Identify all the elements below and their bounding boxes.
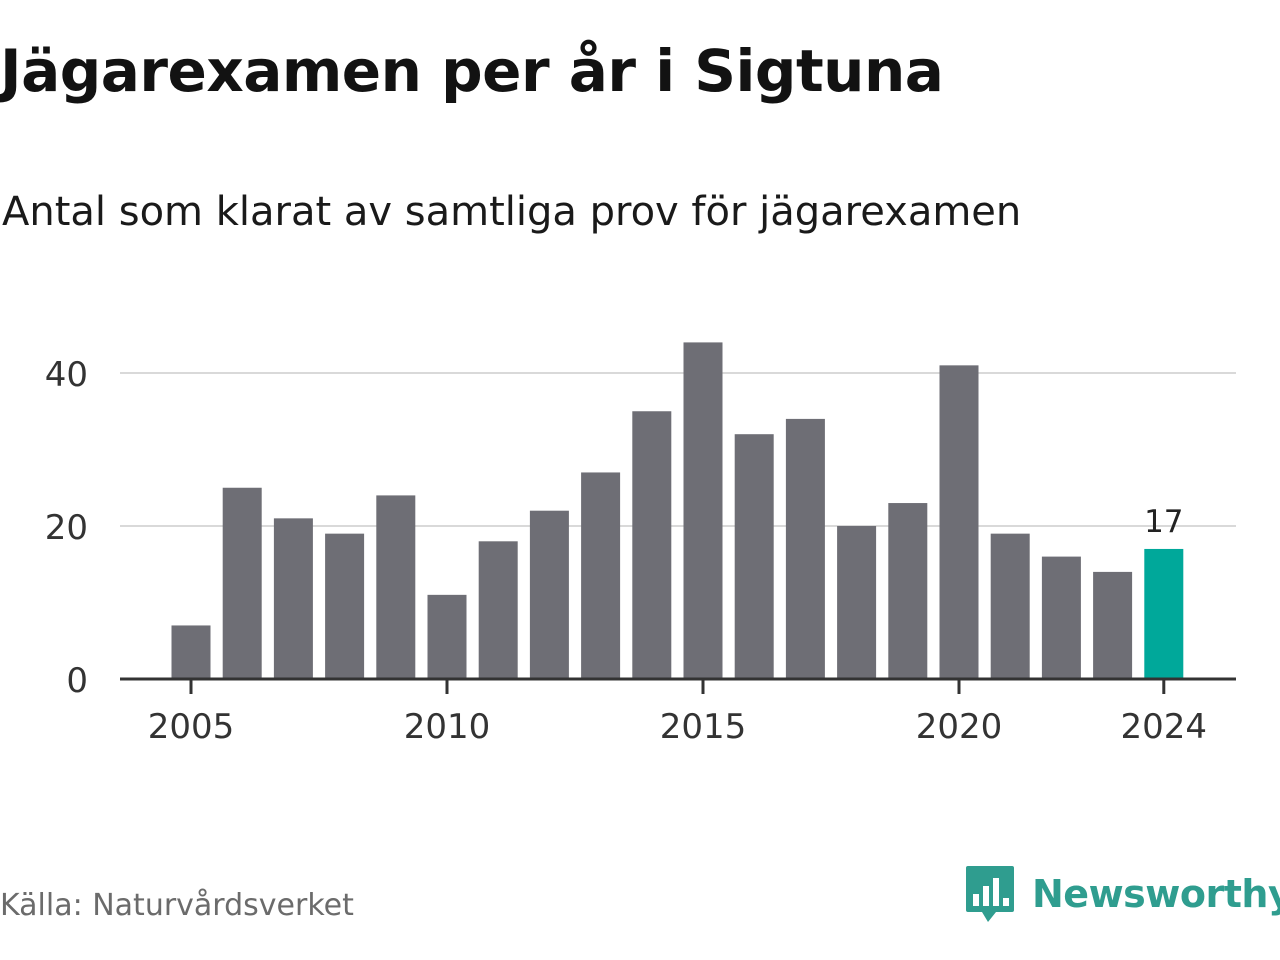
- newsworthy-logo-icon: [966, 866, 1014, 922]
- x-tick-label: 2024: [1121, 707, 1208, 747]
- bar-2020: [939, 365, 979, 679]
- bar-2008: [325, 533, 365, 679]
- bar-layer: [171, 342, 1184, 679]
- bar-2022: [1041, 556, 1081, 679]
- bar-2019: [888, 503, 928, 679]
- bar-2006: [222, 487, 262, 679]
- bar-2023: [1093, 571, 1133, 679]
- label-layer: 0 20 40 17 2005 2010 2015 2020 2024: [45, 355, 1207, 747]
- bar-2017: [785, 418, 825, 679]
- bar-2009: [376, 495, 416, 679]
- x-tick-label: 2020: [916, 707, 1003, 747]
- y-tick-label: 40: [45, 355, 88, 395]
- bar-2012: [529, 510, 569, 679]
- chart-subtitle: Antal som klarat av samtliga prov för jä…: [2, 189, 1022, 235]
- data-label-2024: 17: [1144, 504, 1183, 540]
- y-tick-label: 20: [45, 508, 88, 548]
- x-tick-label: 2010: [404, 707, 491, 747]
- bar-chart: 0 20 40 17 2005 2010 2015 2020 2024: [45, 342, 1236, 747]
- bar-2018: [837, 526, 877, 679]
- bar-2011: [478, 541, 518, 679]
- bar-2015: [683, 342, 723, 679]
- bar-2005: [171, 625, 211, 679]
- source-note: Källa: Naturvårdsverket: [0, 888, 354, 923]
- bar-2013: [581, 472, 621, 679]
- bar-2010: [427, 594, 467, 679]
- axis-layer: [120, 677, 1236, 694]
- y-tick-label: 0: [66, 661, 88, 701]
- bar-2007: [273, 518, 313, 679]
- bar-2016: [734, 434, 774, 679]
- bar-2021: [990, 533, 1030, 679]
- bar-2014: [632, 411, 672, 679]
- x-tick-label: 2015: [660, 707, 747, 747]
- chart-title: Jägarexamen per år i Sigtuna: [0, 37, 944, 105]
- brand-logo: Newsworthy: [964, 864, 1280, 924]
- x-tick-label: 2005: [148, 707, 235, 747]
- bar-2024: [1144, 548, 1184, 679]
- brand-name: Newsworthy: [1032, 872, 1280, 916]
- grid-layer: [120, 372, 1236, 527]
